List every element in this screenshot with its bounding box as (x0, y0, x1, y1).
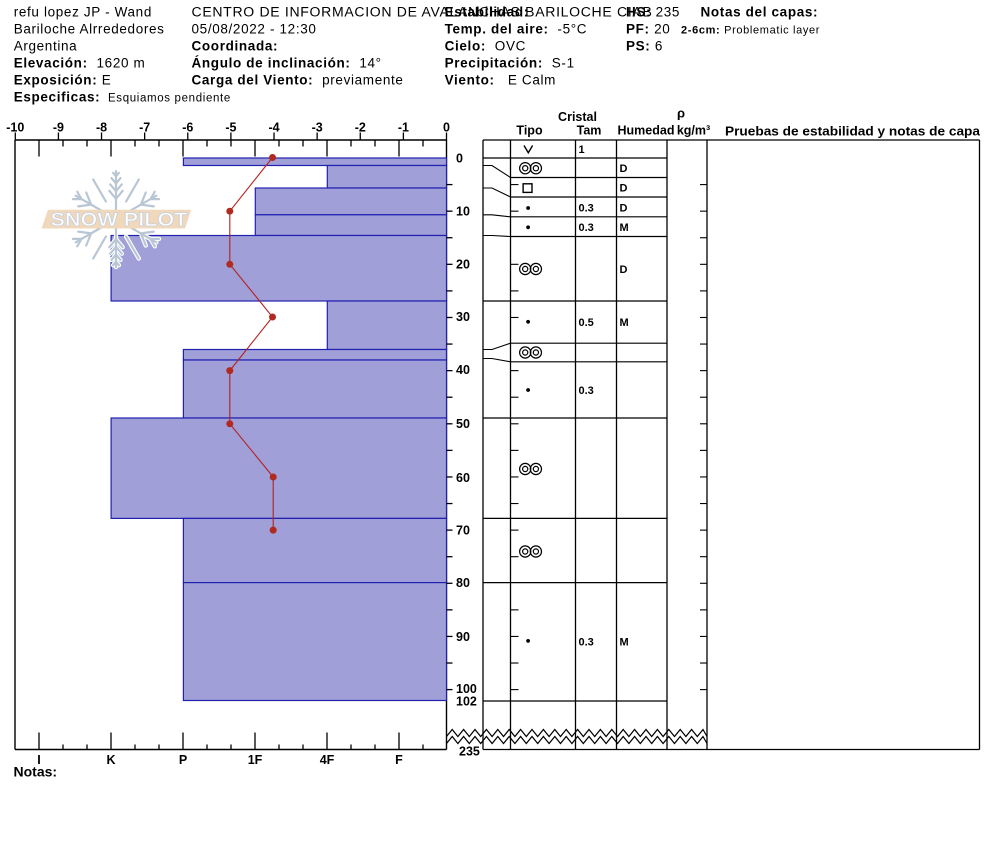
svg-text:50: 50 (456, 417, 470, 431)
svg-text:0.5: 0.5 (579, 317, 594, 329)
svg-text:SNOW PILOT: SNOW PILOT (51, 209, 188, 231)
svg-text:D: D (620, 203, 628, 215)
svg-text:40: 40 (456, 363, 470, 377)
svg-text:-7: -7 (139, 121, 150, 135)
svg-text:D: D (620, 183, 628, 195)
svg-text:PF: 20: PF: 20 (626, 22, 670, 37)
svg-text:Elevación: 1620 m: Elevación: 1620 m (14, 56, 146, 71)
svg-text:102: 102 (456, 694, 477, 708)
svg-text:2-6cm: Problematic layer: 2-6cm: Problematic layer (681, 25, 820, 37)
svg-text:D: D (620, 163, 628, 175)
svg-text:ρ: ρ (677, 106, 685, 121)
svg-text:-6: -6 (182, 121, 193, 135)
svg-text:Cielo: OVC: Cielo: OVC (445, 39, 526, 54)
svg-text:Estabilidad:: Estabilidad: (445, 5, 529, 20)
svg-text:Notas:: Notas: (14, 764, 58, 780)
svg-text:-5: -5 (225, 121, 236, 135)
svg-text:Ángulo de inclinación: 14°: Ángulo de inclinación: 14° (192, 56, 382, 71)
svg-text:-8: -8 (96, 121, 107, 135)
svg-text:-9: -9 (53, 121, 64, 135)
svg-text:M: M (620, 317, 629, 329)
svg-text:90: 90 (456, 630, 470, 644)
svg-text:D: D (620, 264, 628, 276)
svg-text:Pruebas de estabilidad y notas: Pruebas de estabilidad y notas de capa (725, 125, 981, 139)
svg-text:Humedad: Humedad (618, 124, 675, 138)
svg-text:80: 80 (456, 576, 470, 590)
svg-text:Argentina: Argentina (14, 39, 78, 54)
svg-text:100: 100 (456, 682, 477, 696)
svg-text:Exposición: E: Exposición: E (14, 73, 112, 88)
svg-text:Tipo: Tipo (516, 124, 543, 138)
svg-text:Carga del Viento: previamente: Carga del Viento: previamente (192, 73, 404, 88)
svg-text:CENTRO DE INFORMACION DE AVALA: CENTRO DE INFORMACION DE AVALANCHAS BARI… (192, 5, 653, 20)
svg-text:70: 70 (456, 524, 470, 538)
svg-text:10: 10 (456, 205, 470, 219)
svg-text:0.3: 0.3 (579, 385, 594, 397)
svg-text:Viento: E Calm: Viento: E Calm (445, 73, 556, 88)
svg-text:PS: 6: PS: 6 (626, 39, 663, 54)
svg-text:30: 30 (456, 310, 470, 324)
svg-text:Notas del capas:: Notas del capas: (701, 5, 819, 20)
svg-text:P: P (179, 753, 187, 767)
svg-text:M: M (620, 222, 629, 234)
svg-text:kg/m³: kg/m³ (677, 124, 710, 138)
svg-text:0.3: 0.3 (579, 222, 594, 234)
svg-text:Temp. del aire: -5°C: Temp. del aire: -5°C (445, 22, 588, 37)
svg-text:-2: -2 (355, 121, 366, 135)
svg-text:Cristal: Cristal (558, 110, 597, 124)
svg-text:-10: -10 (6, 121, 24, 135)
svg-text:refu lopez JP - Wand: refu lopez JP - Wand (14, 5, 152, 20)
svg-text:0.3: 0.3 (579, 637, 594, 649)
svg-text:4F: 4F (320, 753, 335, 767)
svg-text:0: 0 (443, 121, 450, 135)
svg-text:Precipitación: S-1: Precipitación: S-1 (445, 56, 575, 71)
svg-text:235: 235 (459, 745, 480, 759)
svg-text:F: F (395, 753, 403, 767)
svg-text:-1: -1 (398, 121, 409, 135)
svg-text:05/08/2022 - 12:30: 05/08/2022 - 12:30 (192, 22, 317, 37)
svg-text:M: M (620, 637, 629, 649)
svg-text:K: K (106, 753, 115, 767)
svg-text:Especificas: Esquiamos pendie: Especificas: Esquiamos pendiente (14, 90, 231, 105)
svg-text:Coordinada:: Coordinada: (192, 39, 279, 54)
svg-text:-3: -3 (312, 121, 323, 135)
svg-text:-4: -4 (268, 121, 279, 135)
svg-text:60: 60 (456, 471, 470, 485)
svg-text:0: 0 (456, 152, 463, 166)
svg-text:0.3: 0.3 (579, 203, 594, 215)
svg-text:1F: 1F (248, 753, 263, 767)
svg-text:20: 20 (456, 257, 470, 271)
svg-text:1: 1 (579, 144, 585, 156)
svg-text:I: I (37, 753, 40, 767)
svg-text:Bariloche Alrrededores: Bariloche Alrrededores (14, 22, 165, 37)
svg-text:HS: 235: HS: 235 (626, 5, 680, 20)
svg-text:Tam: Tam (577, 124, 602, 138)
